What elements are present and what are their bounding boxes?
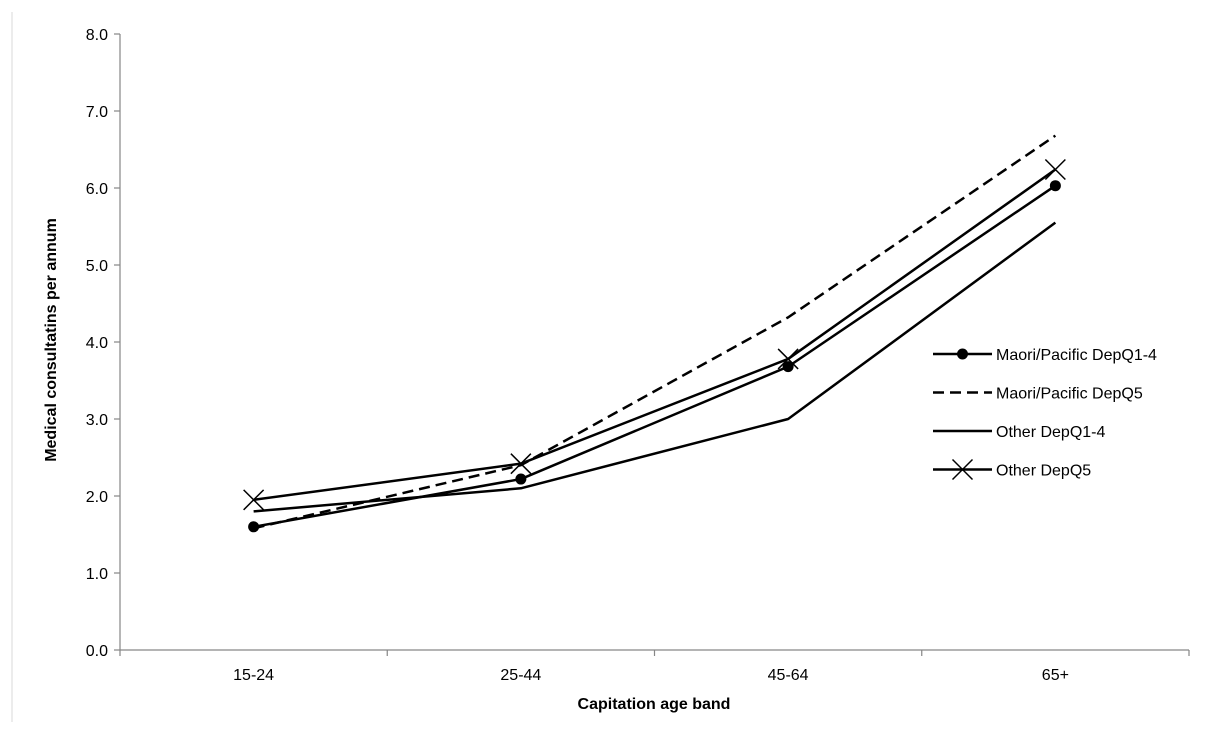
data-point-circle bbox=[1049, 180, 1061, 192]
series-line-1 bbox=[253, 184, 1057, 529]
data-point-circle bbox=[782, 361, 794, 373]
y-tick-label: 5.0 bbox=[86, 258, 108, 275]
data-point-x bbox=[777, 348, 799, 370]
x-tick-label: 65+ bbox=[1042, 667, 1069, 684]
legend-label-4: Other DepQ5 bbox=[996, 463, 1091, 480]
legend-label-1: Maori/Pacific DepQ1-4 bbox=[996, 347, 1157, 364]
data-point-circle bbox=[248, 521, 260, 533]
legend: Maori/Pacific DepQ1-4 Maori/Pacific DepQ5… bbox=[933, 347, 1157, 481]
series-line-4 bbox=[253, 168, 1057, 502]
data-point-x bbox=[1044, 158, 1066, 181]
legend-label-2: Maori/Pacific DepQ5 bbox=[996, 386, 1143, 403]
y-tick-label: 2.0 bbox=[86, 489, 108, 506]
series-line-3 bbox=[253, 221, 1057, 513]
y-tick-label: 8.0 bbox=[86, 27, 108, 44]
data-point-circle bbox=[957, 348, 968, 360]
y-tick-label: 4.0 bbox=[86, 335, 108, 352]
series-line-2 bbox=[253, 134, 1057, 530]
data-point-x bbox=[951, 458, 974, 481]
y-tick-label: 6.0 bbox=[86, 181, 108, 198]
data-point-circle bbox=[515, 473, 527, 485]
x-axis-title: Capitation age band bbox=[578, 696, 731, 713]
y-tick-label: 7.0 bbox=[86, 104, 108, 121]
legend-label-3: Other DepQ1-4 bbox=[996, 424, 1105, 441]
y-tick-label: 3.0 bbox=[86, 412, 108, 429]
data-point-x bbox=[510, 453, 532, 475]
series-layer bbox=[243, 134, 1066, 533]
axes: 0.0 1.0 2.0 3.0 4.0 5.0 6.0 7.0 8.0 15-24 25-44 45-… bbox=[86, 27, 1190, 684]
y-tick-label: 0.0 bbox=[86, 643, 108, 660]
x-tick-label: 25-44 bbox=[500, 667, 541, 684]
y-axis-title: Medical consultatins per annum bbox=[43, 218, 60, 462]
y-tick-label: 1.0 bbox=[86, 566, 108, 583]
data-point-x bbox=[243, 489, 265, 511]
x-tick-label: 45-64 bbox=[768, 667, 809, 684]
x-tick-label: 15-24 bbox=[233, 667, 274, 684]
